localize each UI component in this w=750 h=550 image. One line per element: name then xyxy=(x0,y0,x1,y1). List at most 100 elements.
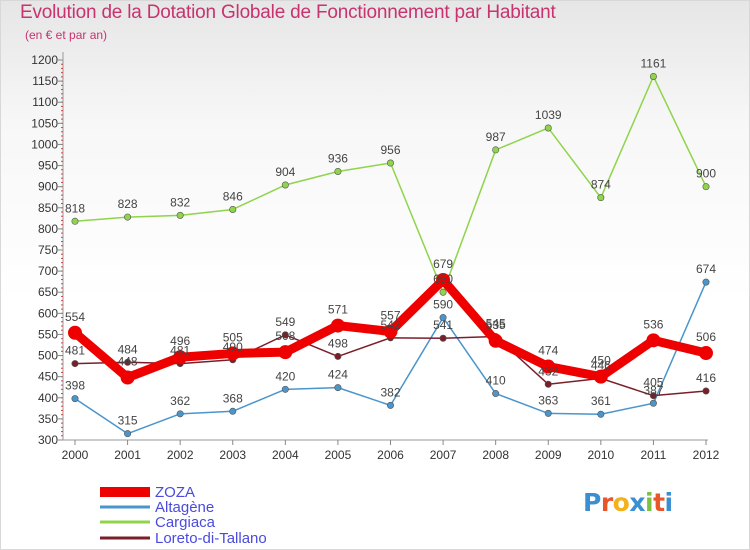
x-tick-label: 2011 xyxy=(641,448,667,462)
data-point-cargiaca xyxy=(649,72,657,80)
data-point-altag-ne xyxy=(334,384,342,392)
data-label-altag-ne: 387 xyxy=(643,383,663,397)
data-point-zoza xyxy=(330,318,345,333)
data-point-altag-ne xyxy=(176,410,184,418)
data-label-altag-ne: 590 xyxy=(433,298,453,312)
data-label-altag-ne: 362 xyxy=(170,394,190,408)
data-point-cargiaca xyxy=(124,213,132,221)
logo-letter: x xyxy=(629,488,645,517)
data-point-loreto-di-tallano xyxy=(71,360,79,368)
data-label-zoza: 557 xyxy=(380,308,400,322)
data-label-loreto-di-tallano: 484 xyxy=(118,342,138,356)
data-label-loreto-di-tallano: 446 xyxy=(591,358,611,372)
legend-swatch-loreto-di-tallano xyxy=(100,536,150,540)
data-point-zoza xyxy=(488,333,503,348)
data-label-altag-ne: 315 xyxy=(118,414,138,428)
legend-swatch-cargiaca xyxy=(100,520,150,524)
x-tick-label: 2003 xyxy=(219,448,246,462)
data-point-zoza xyxy=(541,359,556,374)
data-label-loreto-di-tallano: 541 xyxy=(433,318,453,332)
y-tick-label: 1150 xyxy=(32,74,58,88)
data-label-cargiaca: 936 xyxy=(328,151,348,165)
data-label-altag-ne: 363 xyxy=(538,393,558,407)
logo-letter: r xyxy=(600,488,613,517)
legend-swatch-altag-ne xyxy=(100,505,150,509)
data-label-zoza: 571 xyxy=(328,303,348,317)
data-point-altag-ne xyxy=(386,401,394,409)
data-labels-layer: 818 828 832 846 904 936 956 650 987 1039 874 1161 90… xyxy=(65,56,716,427)
data-point-zoza xyxy=(173,350,188,365)
logo-letter: o xyxy=(612,488,630,517)
logo-letter: P xyxy=(583,488,601,517)
chart-axes: 300 350 400 450 500 550 600 650 700 750 800 850 900 9… xyxy=(31,52,720,462)
data-label-cargiaca: 956 xyxy=(380,143,400,157)
data-label-zoza: 535 xyxy=(486,318,506,332)
data-label-cargiaca: 874 xyxy=(591,178,611,192)
data-point-altag-ne xyxy=(439,314,447,322)
data-point-cargiaca xyxy=(281,181,289,189)
x-tick-label: 2000 xyxy=(62,448,89,462)
data-label-zoza: 679 xyxy=(433,257,453,271)
y-tick-label: 600 xyxy=(38,306,58,320)
data-label-altag-ne: 368 xyxy=(223,391,243,405)
x-tick-label: 2001 xyxy=(114,448,141,462)
y-tick-label: 350 xyxy=(38,412,58,426)
data-label-cargiaca: 650 xyxy=(433,272,453,286)
data-label-cargiaca: 987 xyxy=(486,130,506,144)
data-point-cargiaca xyxy=(439,288,447,296)
logo-letter: t xyxy=(653,488,665,517)
data-point-cargiaca xyxy=(229,205,237,213)
data-point-cargiaca xyxy=(702,183,710,191)
data-label-altag-ne: 410 xyxy=(486,374,506,388)
x-tick-label: 2004 xyxy=(272,448,299,462)
data-label-zoza: 536 xyxy=(643,317,663,331)
data-point-loreto-di-tallano xyxy=(124,358,132,366)
data-label-loreto-di-tallano: 481 xyxy=(170,344,190,358)
data-point-zoza xyxy=(120,370,135,385)
data-point-altag-ne xyxy=(702,278,710,286)
legend-swatch-zoza xyxy=(100,487,150,497)
chart-subtitle: (en € et par an) xyxy=(25,28,108,42)
data-label-zoza: 450 xyxy=(591,354,611,368)
data-label-zoza: 496 xyxy=(170,334,190,348)
data-point-zoza xyxy=(699,346,713,361)
x-tick-label: 2005 xyxy=(325,448,352,462)
data-point-cargiaca xyxy=(334,167,342,175)
data-label-loreto-di-tallano: 498 xyxy=(328,336,348,350)
data-label-zoza: 474 xyxy=(538,344,558,358)
data-point-cargiaca xyxy=(492,146,500,154)
proxiti-logo: Proxiti xyxy=(583,488,673,517)
data-point-altag-ne xyxy=(649,399,657,407)
y-tick-label: 750 xyxy=(38,243,58,257)
chart-title: Evolution de la Dotation Globale de Fonc… xyxy=(20,2,556,23)
data-label-altag-ne: 382 xyxy=(380,385,400,399)
data-point-cargiaca xyxy=(71,217,79,225)
logo-letter: i xyxy=(664,488,674,517)
data-label-altag-ne: 398 xyxy=(65,379,85,393)
data-label-cargiaca: 818 xyxy=(65,201,85,215)
data-label-cargiaca: 1161 xyxy=(641,56,667,70)
data-point-cargiaca xyxy=(544,124,552,132)
series-layer xyxy=(68,72,713,438)
data-point-loreto-di-tallano xyxy=(649,392,657,400)
y-tick-label: 300 xyxy=(38,433,58,447)
y-tick-label: 500 xyxy=(38,349,58,363)
data-label-loreto-di-tallano: 490 xyxy=(223,340,243,354)
data-point-loreto-di-tallano xyxy=(281,331,289,339)
data-label-cargiaca: 900 xyxy=(696,167,716,181)
data-label-loreto-di-tallano: 432 xyxy=(538,364,558,378)
data-label-loreto-di-tallano: 542 xyxy=(380,318,400,332)
y-tick-label: 1200 xyxy=(31,53,58,67)
data-label-loreto-di-tallano: 481 xyxy=(65,344,85,358)
data-point-altag-ne xyxy=(281,385,289,393)
y-tick-label: 650 xyxy=(38,285,58,299)
data-label-cargiaca: 832 xyxy=(170,195,190,209)
data-point-altag-ne xyxy=(71,395,79,403)
data-label-loreto-di-tallano: 545 xyxy=(486,317,506,331)
x-tick-label: 2009 xyxy=(535,448,562,462)
y-tick-label: 850 xyxy=(38,201,58,215)
data-label-altag-ne: 361 xyxy=(591,394,611,408)
data-point-altag-ne xyxy=(124,430,132,438)
